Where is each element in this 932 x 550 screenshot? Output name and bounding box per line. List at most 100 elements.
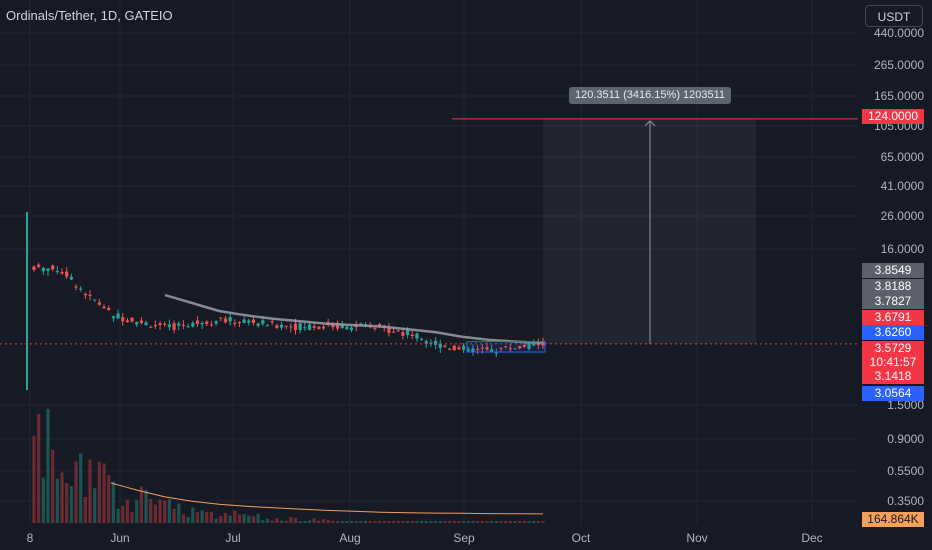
candle-body <box>177 323 181 326</box>
price-badge: 3.0564 <box>862 386 924 401</box>
currency-button[interactable]: USDT <box>865 5 923 27</box>
y-tick-label: 41.0000 <box>880 179 924 193</box>
price-badge: 124.0000 <box>862 109 924 124</box>
candle-body <box>513 348 517 350</box>
candle-body <box>518 345 522 349</box>
candle-body <box>405 330 410 335</box>
candle-body <box>116 313 120 319</box>
volume-bar <box>317 520 321 523</box>
candle-body <box>172 323 176 330</box>
candle-body <box>51 265 55 270</box>
volume-bar <box>527 521 531 523</box>
volume-bar <box>279 520 284 523</box>
volume-bar <box>79 453 83 523</box>
candle-body <box>214 321 218 324</box>
price-badge: 3.5729 <box>862 341 924 356</box>
volume-bar <box>200 510 204 523</box>
volume-bar <box>522 521 526 523</box>
projection-zone <box>452 118 858 344</box>
candle-body <box>522 344 526 347</box>
volume-bar <box>270 520 274 523</box>
candle-body <box>303 327 307 329</box>
candle-body <box>462 345 466 350</box>
volume-bar <box>354 521 358 523</box>
y-tick-label: 65.0000 <box>880 150 924 164</box>
volume-bar <box>448 521 452 523</box>
candle-body <box>37 264 41 267</box>
volume-bar <box>293 517 298 523</box>
volume-bar <box>93 488 97 523</box>
volume-bar <box>191 507 195 523</box>
volume-bar <box>289 517 293 523</box>
measure-label: 120.3511 (3416.15%) 1203511 <box>569 87 732 104</box>
volume-bars <box>32 408 545 523</box>
volume-bar <box>410 521 414 523</box>
volume-bar <box>349 520 354 523</box>
candle-body <box>429 342 433 344</box>
candle-body <box>69 276 73 280</box>
candle-body <box>242 319 246 323</box>
volume-bar <box>382 521 386 523</box>
volume-bar <box>494 521 498 523</box>
price-badge: 3.8188 <box>862 279 924 294</box>
volume-bar <box>69 486 73 523</box>
volume-bar <box>51 449 55 523</box>
candle-body <box>158 323 162 326</box>
volume-bar <box>331 520 335 523</box>
volume-bar <box>424 521 428 523</box>
candle-body <box>83 293 87 296</box>
x-tick-label: Jun <box>110 531 130 545</box>
volume-bar <box>172 508 176 523</box>
candle-body <box>107 307 111 311</box>
volume-bar <box>195 512 200 523</box>
candle-body <box>419 338 424 340</box>
volume-bar <box>55 478 59 523</box>
volume-bar <box>107 475 111 523</box>
candle-body <box>476 348 480 350</box>
candle-body <box>93 299 97 301</box>
candle-body <box>490 349 494 353</box>
candle-body <box>312 325 316 328</box>
volume-bar <box>219 516 223 523</box>
x-tick-label: 8 <box>26 531 34 545</box>
candle-body <box>228 317 232 322</box>
volume-bar <box>452 521 456 523</box>
volume-bar <box>158 499 162 523</box>
volume-bar <box>74 461 78 523</box>
volume-bar <box>153 504 158 523</box>
volume-bar <box>111 481 115 523</box>
symbol-title[interactable]: Ordinals/Tether, 1D, GATEIO <box>6 8 173 23</box>
price-badge: 3.6260 <box>862 325 924 340</box>
volume-bar <box>499 521 503 523</box>
volume-bar <box>223 512 228 523</box>
candle-body <box>121 317 125 322</box>
volume-bar <box>485 521 489 523</box>
candle-body <box>65 271 69 277</box>
volume-bar <box>396 521 400 523</box>
volume-bar <box>177 503 181 523</box>
candle-body <box>60 271 64 274</box>
volume-bar <box>471 521 475 523</box>
candle-body <box>275 325 279 328</box>
candle-body <box>167 324 172 328</box>
volume-bar <box>513 521 517 523</box>
candle-body <box>485 347 489 350</box>
volume-bar <box>359 521 363 523</box>
candle-body <box>541 342 545 346</box>
volume-bar <box>125 499 129 523</box>
volume-bar <box>504 521 508 523</box>
volume-bar <box>518 521 522 523</box>
volume-bar <box>46 408 50 523</box>
candle-body <box>401 332 405 336</box>
candle-body <box>200 323 204 325</box>
y-tick-label: 165.0000 <box>873 89 924 103</box>
price-badge: 3.7827 <box>862 294 924 309</box>
candle-body <box>125 320 129 323</box>
candle-body <box>195 320 200 324</box>
volume-bar <box>363 520 368 523</box>
candle-body <box>144 322 148 326</box>
volume-bar <box>144 489 148 523</box>
x-tick-label: Oct <box>571 531 591 545</box>
volume-bar <box>247 515 251 523</box>
